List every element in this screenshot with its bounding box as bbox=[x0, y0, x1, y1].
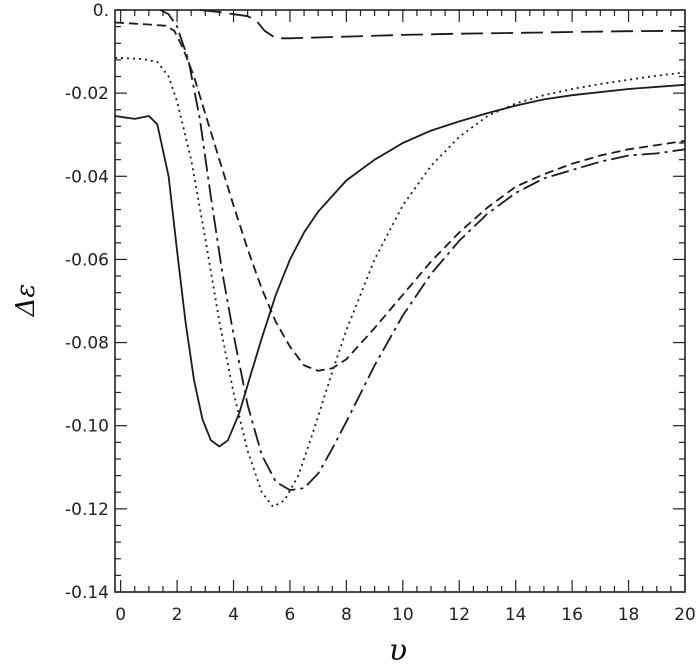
y-tick-label: -0.02 bbox=[65, 84, 109, 104]
y-tick-label: -0.10 bbox=[65, 417, 109, 437]
ticks-layer bbox=[115, 9, 686, 593]
tick-labels-layer: 0 2 4 6 8 10 12 14 16 18 20 0. -0.02 -0.04 -0.06 -0.08 -… bbox=[65, 1, 696, 625]
x-tick-label: 8 bbox=[341, 605, 352, 625]
series-line-dash-dot bbox=[159, 9, 686, 491]
series-line-solid bbox=[114, 83, 686, 448]
plot-frame bbox=[114, 9, 686, 593]
y-tick-label: -0.04 bbox=[65, 167, 109, 187]
y-axis-title: Δε bbox=[11, 284, 41, 318]
x-tick-label: 18 bbox=[618, 605, 640, 625]
x-tick-label: 20 bbox=[674, 605, 696, 625]
series-line-short-dash bbox=[114, 21, 686, 372]
x-tick-label: 0 bbox=[115, 605, 126, 625]
series-line-long-dash bbox=[199, 9, 686, 40]
y-tick-label: -0.08 bbox=[65, 334, 109, 354]
x-tick-label: 14 bbox=[505, 605, 527, 625]
x-tick-label: 12 bbox=[448, 605, 470, 625]
y-tick-label: -0.06 bbox=[65, 250, 109, 270]
y-tick-label: -0.14 bbox=[65, 583, 109, 603]
x-tick-label: 6 bbox=[285, 605, 296, 625]
x-tick-label: 2 bbox=[172, 605, 183, 625]
y-tick-label: -0.12 bbox=[65, 500, 109, 520]
x-tick-label: 4 bbox=[228, 605, 239, 625]
series-layer bbox=[114, 9, 686, 508]
y-tick-label: 0. bbox=[93, 1, 109, 21]
x-tick-label: 16 bbox=[561, 605, 583, 625]
series-line-dotted bbox=[114, 56, 686, 508]
x-axis-title: υ bbox=[389, 633, 407, 668]
x-tick-label: 10 bbox=[392, 605, 414, 625]
